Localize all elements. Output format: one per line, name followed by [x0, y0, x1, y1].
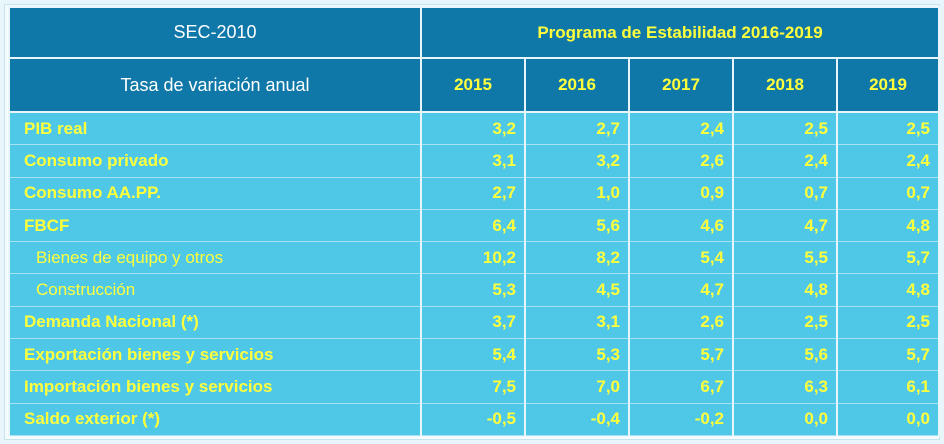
value-cell: 0,7 — [732, 177, 838, 210]
value-cell: 2,7 — [420, 177, 526, 210]
table-row: Consumo AA.PP. 2,7 1,0 0,9 0,7 0,7 — [8, 177, 941, 210]
value-cell: 1,0 — [524, 177, 630, 210]
value-cell: 2,5 — [835, 112, 941, 146]
value-cell: 3,1 — [420, 144, 526, 178]
value-cell: 10,2 — [420, 241, 526, 275]
value-cell: 3,1 — [524, 306, 630, 340]
value-cell: 5,7 — [835, 338, 941, 372]
row-label: Demanda Nacional (*) — [8, 306, 422, 340]
table-row: Construcción 5,3 4,5 4,7 4,8 4,8 — [8, 273, 941, 307]
value-cell: 2,5 — [732, 112, 838, 146]
table-row: Consumo privado 3,1 3,2 2,6 2,4 2,4 — [8, 144, 941, 178]
row-label: Saldo exterior (*) — [8, 403, 422, 436]
row-label: FBCF — [8, 209, 422, 243]
value-cell: 2,6 — [628, 306, 734, 340]
row-label: Exportación bienes y servicios — [8, 338, 422, 372]
value-cell: 5,5 — [732, 241, 838, 275]
value-cell: 6,4 — [420, 209, 526, 243]
value-cell: 2,6 — [628, 144, 734, 178]
table-row: PIB real 3,2 2,7 2,4 2,5 2,5 — [8, 112, 941, 146]
value-cell: -0,4 — [524, 403, 630, 436]
value-cell: 3,2 — [524, 144, 630, 178]
value-cell: 5,4 — [628, 241, 734, 275]
row-label: Construcción — [8, 273, 422, 307]
value-cell: 4,8 — [835, 209, 941, 243]
table-body: PIB real 3,2 2,7 2,4 2,5 2,5 Consumo privado 3,… — [8, 112, 941, 436]
row-label: Bienes de equipo y otros — [8, 241, 422, 275]
row-label: PIB real — [8, 112, 422, 146]
row-label: Consumo AA.PP. — [8, 177, 422, 210]
value-cell: 2,4 — [628, 112, 734, 146]
value-cell: 5,7 — [628, 338, 734, 372]
value-cell: 4,7 — [732, 209, 838, 243]
value-cell: 0,7 — [835, 177, 941, 210]
year-header: 2016 — [524, 57, 630, 113]
value-cell: 8,2 — [524, 241, 630, 275]
year-header: 2018 — [732, 57, 838, 113]
value-cell: 0,0 — [732, 403, 838, 436]
value-cell: 6,1 — [835, 370, 941, 404]
forecast-table: SEC-2010 Programa de Estabilidad 2016-20… — [8, 6, 941, 436]
value-cell: 5,3 — [524, 338, 630, 372]
value-cell: 6,3 — [732, 370, 838, 404]
value-cell: 5,4 — [420, 338, 526, 372]
year-header: 2017 — [628, 57, 734, 113]
value-cell: 4,8 — [732, 273, 838, 307]
value-cell: 0,0 — [835, 403, 941, 436]
table-row: Demanda Nacional (*) 3,7 3,1 2,6 2,5 2,5 — [8, 306, 941, 340]
value-cell: 6,7 — [628, 370, 734, 404]
value-cell: 3,2 — [420, 112, 526, 146]
program-title: Programa de Estabilidad 2016-2019 — [419, 6, 941, 59]
value-cell: 5,3 — [420, 273, 526, 307]
sec-label: SEC-2010 — [8, 6, 422, 59]
value-cell: 7,0 — [524, 370, 630, 404]
table-row: Importación bienes y servicios 7,5 7,0 6,7 6… — [8, 370, 941, 404]
value-cell: 5,7 — [835, 241, 941, 275]
value-cell: 7,5 — [420, 370, 526, 404]
value-cell: 2,5 — [732, 306, 838, 340]
value-cell: 4,6 — [628, 209, 734, 243]
year-header: 2015 — [420, 57, 526, 113]
value-cell: 5,6 — [524, 209, 630, 243]
header-row-top: SEC-2010 Programa de Estabilidad 2016-20… — [8, 6, 941, 59]
table-row: FBCF 6,4 5,6 4,6 4,7 4,8 — [8, 209, 941, 243]
value-cell: 3,7 — [420, 306, 526, 340]
value-cell: 2,7 — [524, 112, 630, 146]
value-cell: 2,4 — [732, 144, 838, 178]
value-cell: 2,5 — [835, 306, 941, 340]
value-cell: 2,4 — [835, 144, 941, 178]
value-cell: 4,8 — [835, 273, 941, 307]
value-cell: -0,2 — [628, 403, 734, 436]
value-cell: 4,7 — [628, 273, 734, 307]
value-cell: -0,5 — [420, 403, 526, 436]
value-cell: 5,6 — [732, 338, 838, 372]
value-cell: 4,5 — [524, 273, 630, 307]
header-row-years: Tasa de variación anual 2015 2016 2017 2… — [8, 57, 941, 113]
table-row: Saldo exterior (*) -0,5 -0,4 -0,2 0,0 0,0 — [8, 403, 941, 436]
row-label: Importación bienes y servicios — [8, 370, 422, 404]
year-header: 2019 — [835, 57, 941, 113]
table-row: Bienes de equipo y otros 10,2 8,2 5,4 5,5 5,7 — [8, 241, 941, 275]
row-label: Consumo privado — [8, 144, 422, 178]
row-header-label: Tasa de variación anual — [8, 57, 422, 113]
table-row: Exportación bienes y servicios 5,4 5,3 5,7 5… — [8, 338, 941, 372]
value-cell: 0,9 — [628, 177, 734, 210]
